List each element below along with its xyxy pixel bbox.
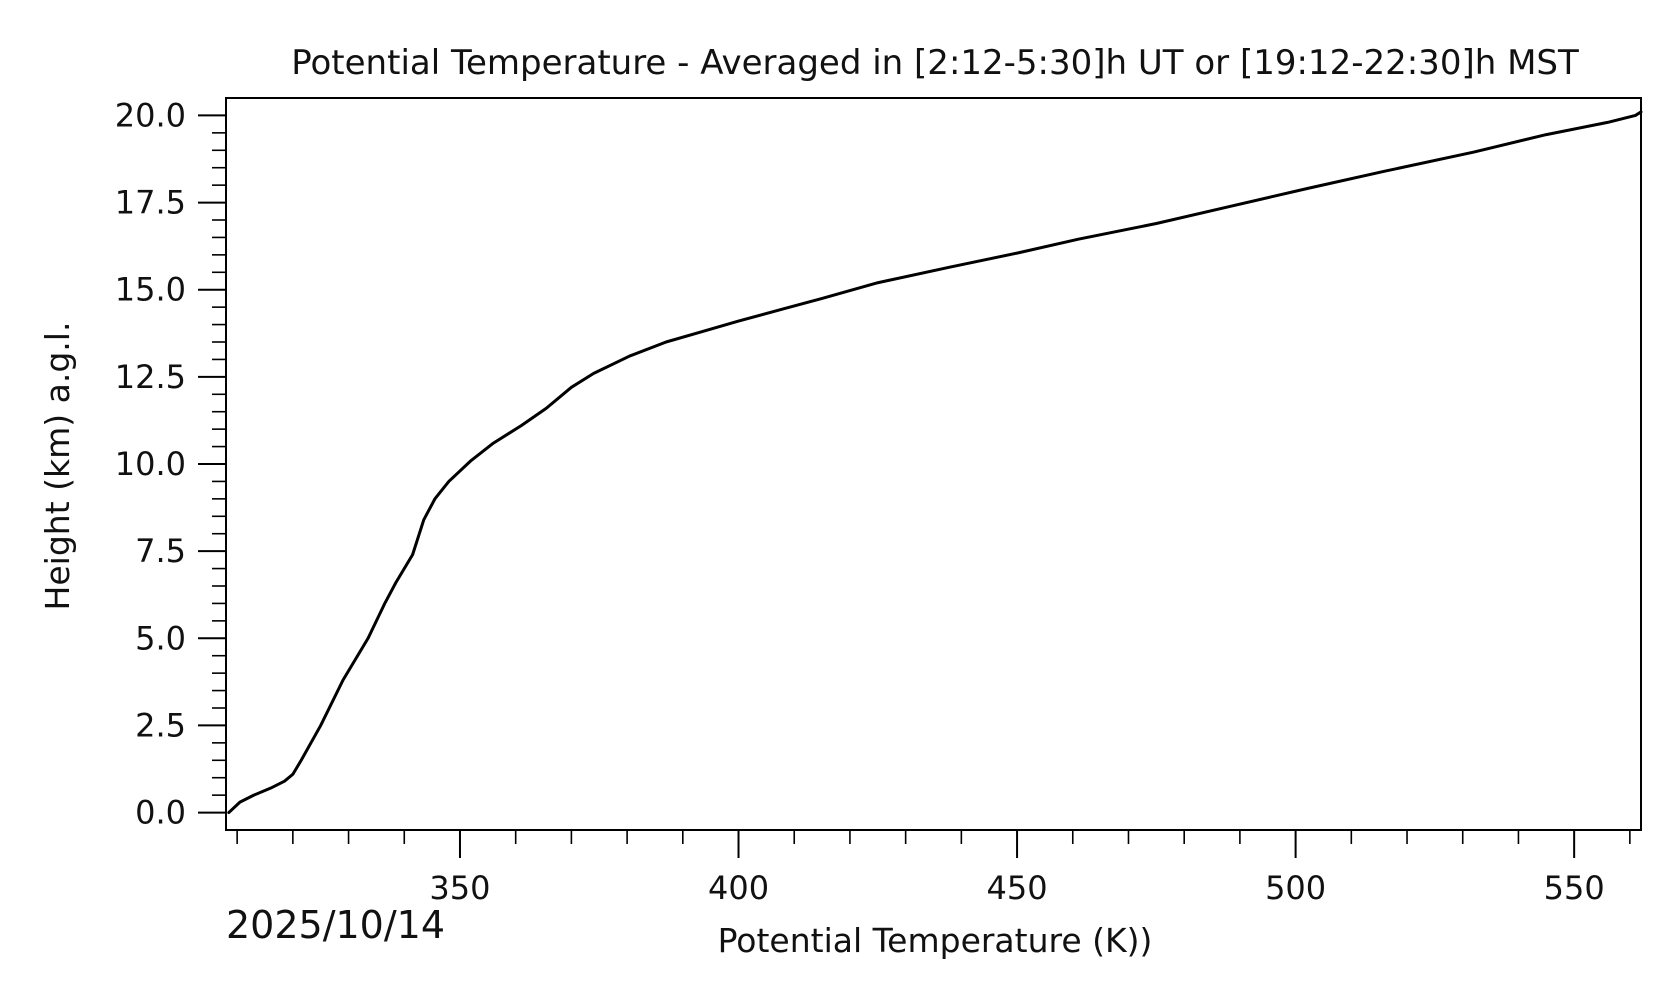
x-tick-label: 500 <box>1265 869 1326 907</box>
y-tick-label: 17.5 <box>115 184 186 222</box>
plot-frame <box>225 97 1642 831</box>
date-label: 2025/10/14 <box>226 903 445 947</box>
x-axis-label: Potential Temperature (K)) <box>718 921 1153 960</box>
axes-group: 350 400 450 500 550 0.0 2.5 5.0 7.5 10.0 12.5 15.0 1… <box>115 96 1642 907</box>
x-axis-ticks: 350 400 450 500 550 <box>236 830 1631 907</box>
y-tick-label: 7.5 <box>135 532 186 570</box>
x-tick-label: 400 <box>708 869 769 907</box>
chart-title: Potential Temperature - Averaged in [2:1… <box>291 43 1579 83</box>
y-tick-label: 5.0 <box>135 619 186 657</box>
y-tick-label: 15.0 <box>115 271 186 309</box>
x-tick-label: 450 <box>987 869 1048 907</box>
y-tick-label: 10.0 <box>115 445 186 483</box>
x-tick-label: 350 <box>429 869 490 907</box>
y-tick-label: 2.5 <box>135 706 186 744</box>
y-axis-ticks: 0.0 2.5 5.0 7.5 10.0 12.5 15.0 17.5 20.0 <box>115 96 226 832</box>
y-tick-label: 0.0 <box>135 794 186 832</box>
y-tick-label: 12.5 <box>115 358 186 396</box>
y-axis-label: Height (km) a.g.l. <box>38 322 77 611</box>
x-tick-label: 550 <box>1544 869 1605 907</box>
y-tick-label: 20.0 <box>115 96 186 134</box>
series-line <box>227 110 1643 815</box>
